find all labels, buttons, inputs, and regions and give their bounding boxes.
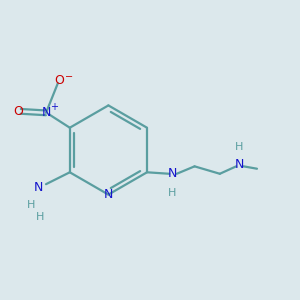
Text: H: H [168,188,176,198]
Text: N: N [168,167,177,180]
Text: O: O [13,105,23,118]
Text: N: N [34,181,43,194]
Text: O: O [54,74,64,87]
Text: H: H [36,212,44,222]
Text: N: N [41,106,51,119]
Text: +: + [50,103,58,112]
Text: H: H [235,142,243,152]
Text: H: H [27,200,35,210]
Text: −: − [65,72,73,82]
Text: N: N [104,188,113,201]
Text: N: N [235,158,244,171]
